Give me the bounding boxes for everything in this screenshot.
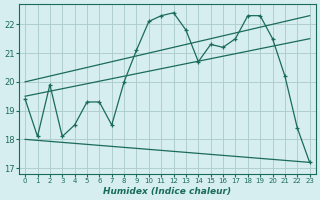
X-axis label: Humidex (Indice chaleur): Humidex (Indice chaleur) (103, 187, 231, 196)
